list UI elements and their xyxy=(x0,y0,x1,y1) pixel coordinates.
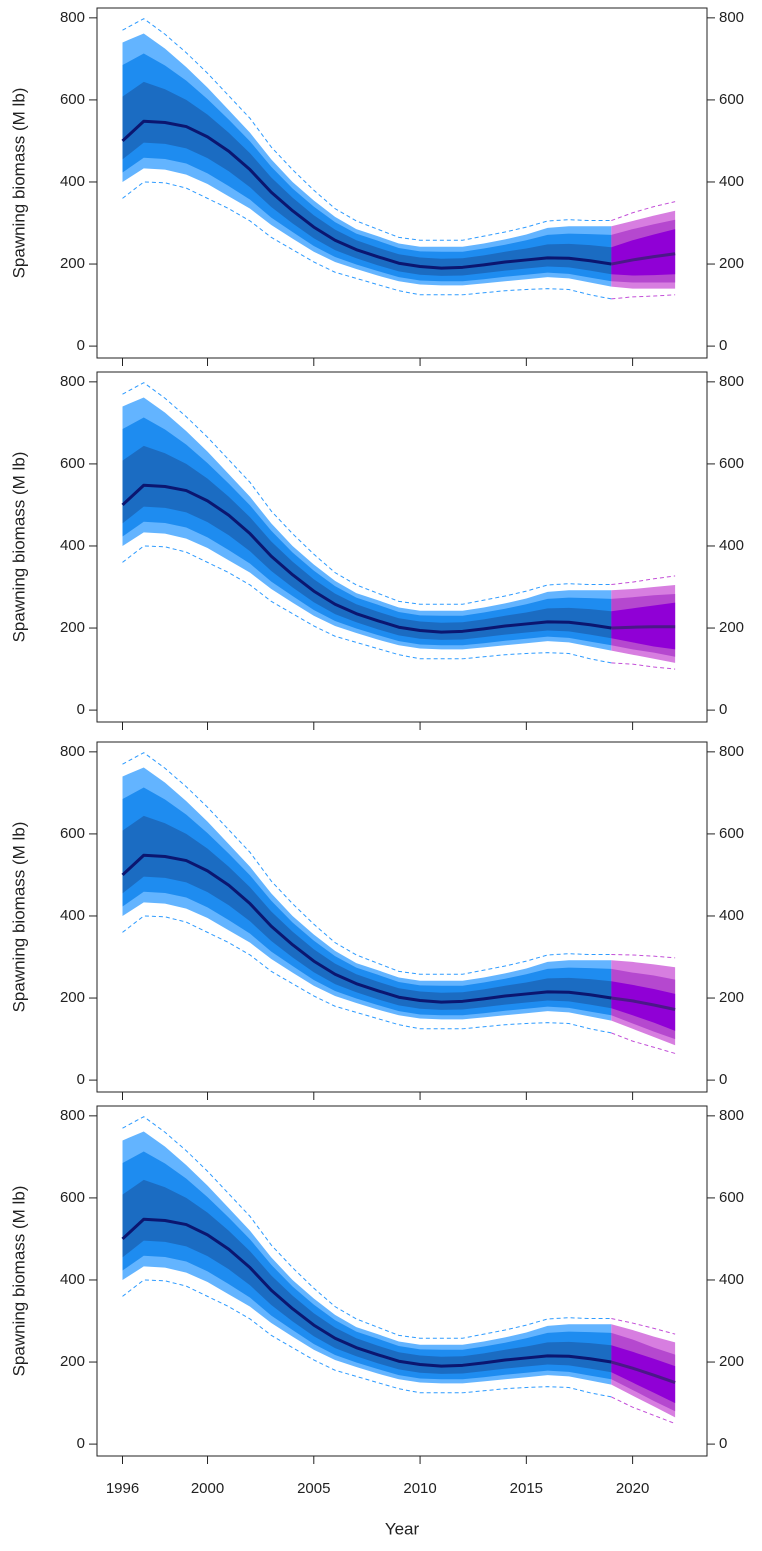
interval-bound xyxy=(122,181,612,300)
y-tick-label: 200 xyxy=(60,255,85,272)
interval-bound xyxy=(611,954,676,959)
plot-frame xyxy=(96,7,708,359)
y-tick-label: 600 xyxy=(60,91,85,108)
y-tick-label: 0 xyxy=(77,337,85,354)
interval-bound xyxy=(611,294,676,300)
uncertainty-band xyxy=(611,1345,676,1404)
y-tick-label: 800 xyxy=(719,9,744,26)
y-tick-label: 800 xyxy=(60,373,85,390)
interval-bound xyxy=(122,382,612,605)
uncertainty-band xyxy=(122,81,612,276)
y-tick-label: 400 xyxy=(60,1271,85,1288)
y-tick-label: 600 xyxy=(60,455,85,472)
median-line xyxy=(121,1217,612,1368)
y-tick-label: 0 xyxy=(719,1435,727,1452)
y-tick-label: 800 xyxy=(60,1107,85,1124)
interval-bound xyxy=(122,545,612,664)
interval-bound xyxy=(611,575,676,586)
median-line xyxy=(611,625,676,630)
y-tick-label: 600 xyxy=(719,1189,744,1206)
x-axis-label: Year xyxy=(385,1519,420,1538)
y-tick-label: 200 xyxy=(60,1353,85,1370)
y-tick-label: 600 xyxy=(60,825,85,842)
y-tick-label: 400 xyxy=(719,907,744,924)
y-tick-label: 0 xyxy=(77,1435,85,1452)
median-line xyxy=(611,996,676,1011)
median-line xyxy=(611,252,676,266)
x-tick-label: 2015 xyxy=(510,1480,543,1497)
y-tick-label: 200 xyxy=(719,619,744,636)
y-tick-label: 0 xyxy=(77,1071,85,1088)
median-line xyxy=(121,483,612,634)
interval-bound xyxy=(122,1279,612,1398)
median-line xyxy=(121,853,612,1004)
uncertainty-band xyxy=(122,445,612,640)
y-tick-label: 200 xyxy=(60,989,85,1006)
plot-frame xyxy=(96,371,708,723)
panel: 0 0 200 200 400 400 600 600 800 800 Spawning bioma… xyxy=(9,371,744,730)
y-tick-label: 800 xyxy=(719,373,744,390)
y-tick-label: 800 xyxy=(719,743,744,760)
y-tick-label: 400 xyxy=(60,537,85,554)
plot-frame xyxy=(96,1105,708,1457)
panel: 0 0 200 200 400 400 600 600 800 800 Spawning bioma… xyxy=(9,7,744,366)
panel: 0 0 200 200 400 400 600 600 800 800 Spawning bioma… xyxy=(9,741,744,1100)
uncertainty-band xyxy=(122,815,612,1010)
y-tick-label: 400 xyxy=(719,537,744,554)
interval-bound xyxy=(122,18,612,241)
plot-frame xyxy=(96,741,708,1093)
x-tick-label: 2000 xyxy=(191,1480,224,1497)
y-tick-label: 600 xyxy=(719,825,744,842)
panel: 0 0 200 200 400 400 600 600 800 800 1996 2000 2005 20… xyxy=(9,1105,744,1538)
uncertainty-band xyxy=(122,1179,612,1374)
uncertainty-band xyxy=(611,229,676,276)
y-tick-label: 600 xyxy=(719,91,744,108)
y-tick-label: 0 xyxy=(719,337,727,354)
y-tick-label: 400 xyxy=(60,907,85,924)
y-axis-label: Spawning biomass (M lb) xyxy=(9,88,28,279)
interval-bound xyxy=(122,1116,612,1339)
interval-bound xyxy=(611,662,676,670)
y-tick-label: 400 xyxy=(719,1271,744,1288)
x-tick-label: 2005 xyxy=(297,1480,330,1497)
interval-bound xyxy=(122,915,612,1034)
y-tick-label: 200 xyxy=(719,1353,744,1370)
y-axis-label: Spawning biomass (M lb) xyxy=(9,1186,28,1377)
y-tick-label: 800 xyxy=(60,743,85,760)
y-tick-label: 800 xyxy=(719,1107,744,1124)
y-tick-label: 600 xyxy=(719,455,744,472)
y-tick-label: 200 xyxy=(719,989,744,1006)
y-tick-label: 600 xyxy=(60,1189,85,1206)
median-line xyxy=(610,1360,676,1384)
y-tick-label: 0 xyxy=(719,701,727,718)
y-tick-label: 400 xyxy=(719,173,744,190)
y-axis-label: Spawning biomass (M lb) xyxy=(9,822,28,1013)
interval-bound xyxy=(611,1396,676,1425)
y-tick-label: 200 xyxy=(719,255,744,272)
x-tick-label: 2020 xyxy=(616,1480,649,1497)
y-tick-label: 800 xyxy=(60,9,85,26)
y-tick-label: 0 xyxy=(719,1071,727,1088)
median-line xyxy=(121,119,612,270)
y-tick-label: 200 xyxy=(60,619,85,636)
y-axis-label: Spawning biomass (M lb) xyxy=(9,452,28,643)
interval-bound xyxy=(122,752,612,975)
x-tick-label: 1996 xyxy=(106,1480,139,1497)
uncertainty-band xyxy=(611,981,676,1031)
y-tick-label: 400 xyxy=(60,173,85,190)
x-tick-label: 2010 xyxy=(403,1480,436,1497)
interval-bound xyxy=(611,1318,676,1335)
y-tick-label: 0 xyxy=(77,701,85,718)
